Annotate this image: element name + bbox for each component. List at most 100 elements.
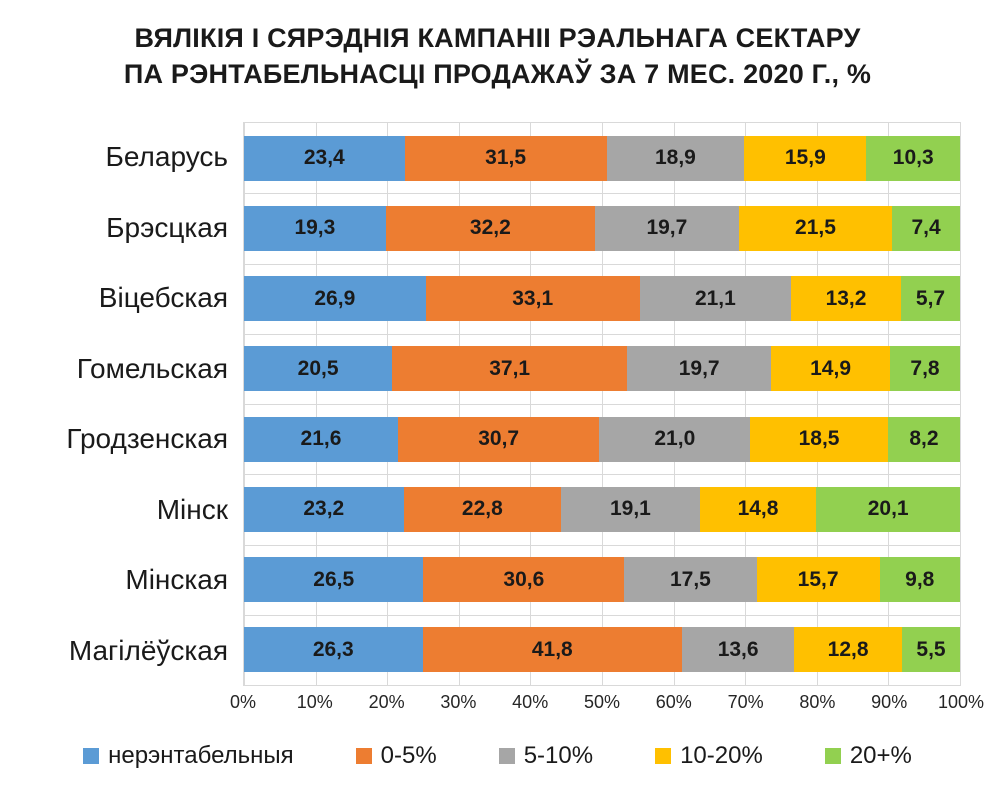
- bar-segment-20+%: 10,3: [866, 135, 960, 181]
- bar-value-label: 18,5: [798, 427, 840, 451]
- bar-segment-нерэнтабельныя: 19,3: [244, 205, 386, 251]
- stacked-bar: 23,2 22,8 19,1 14,8 20,1: [244, 486, 961, 532]
- category-label: Беларусь: [105, 141, 228, 173]
- bar-segment-10-20%: 12,8: [794, 627, 903, 673]
- horizontal-gridline: [244, 614, 960, 616]
- bar-segment-0-5%: 30,6: [423, 557, 625, 603]
- bar-value-label: 17,5: [669, 567, 711, 591]
- legend-item: нерэнтабельныя: [83, 742, 294, 770]
- bar-value-label: 19,1: [609, 497, 651, 521]
- legend-item: 20+%: [824, 742, 912, 770]
- bar-value-label: 14,9: [810, 356, 851, 380]
- bar-value-label: 26,9: [314, 286, 356, 310]
- legend-swatch-icon: [83, 748, 100, 764]
- horizontal-gridline: [244, 193, 960, 195]
- legend-item: 10-20%: [655, 742, 763, 770]
- legend-swatch-icon: [655, 748, 672, 764]
- bar-value-label: 5,5: [916, 637, 946, 661]
- bar-segment-нерэнтабельныя: 26,3: [244, 627, 423, 673]
- bar-segment-20+%: 9,8: [879, 557, 960, 603]
- bar-value-label: 12,8: [827, 637, 869, 661]
- vertical-gridline: [960, 123, 961, 685]
- bar-value-label: 8,2: [909, 427, 939, 451]
- bar-segment-5-10%: 13,6: [682, 627, 795, 673]
- bar-segment-20+%: 7,8: [889, 346, 960, 392]
- legend-label: нерэнтабельныя: [108, 742, 294, 769]
- bar-value-label: 21,6: [300, 427, 342, 451]
- legend-label: 0-5%: [380, 742, 437, 769]
- bar-segment-20+%: 7,4: [892, 205, 960, 251]
- bar-value-label: 7,8: [910, 356, 940, 380]
- x-tick-label: 30%: [440, 692, 477, 712]
- bar-value-label: 20,5: [297, 356, 339, 380]
- bar-segment-5-10%: 21,1: [639, 276, 792, 322]
- bar-segment-5-10%: 19,7: [594, 205, 739, 251]
- bar-value-label: 15,7: [797, 567, 839, 591]
- bar-value-label: 21,0: [654, 427, 696, 451]
- legend: нерэнтабельныя 0-5% 5-10% 10-20% 20+%: [0, 742, 995, 770]
- horizontal-gridline: [244, 404, 960, 405]
- chart-row: 23,2 22,8 19,1 14,8 20,1: [244, 474, 961, 544]
- stacked-bar: 19,3 32,2 19,7 21,5 7,4: [244, 205, 960, 251]
- legend-label: 20+%: [849, 742, 912, 769]
- category-label: Гродзенская: [66, 423, 228, 455]
- bar-value-label: 19,7: [646, 216, 688, 240]
- bar-value-label: 23,2: [303, 497, 345, 521]
- x-tick-label: 80%: [799, 692, 836, 712]
- stacked-bar: 26,5 30,6 17,5 15,7 9,8: [244, 557, 960, 603]
- bar-value-label: 9,8: [905, 567, 935, 591]
- bar-value-label: 15,9: [784, 146, 826, 170]
- bar-value-label: 19,7: [678, 356, 720, 380]
- bar-value-label: 37,1: [489, 356, 531, 380]
- bar-segment-0-5%: 33,1: [425, 276, 640, 322]
- bar-segment-10-20%: 14,8: [699, 486, 817, 532]
- chart-title: ВЯЛІКІЯ І СЯРЭДНІЯ КАМПАНІІ РЭАЛЬНАГА СЕ…: [0, 20, 995, 92]
- x-tick-label: 60%: [655, 692, 692, 712]
- bar-segment-нерэнтабельныя: 23,2: [244, 486, 404, 532]
- bar-value-label: 26,3: [312, 637, 354, 661]
- legend-swatch-icon: [498, 748, 515, 764]
- stacked-bar: 20,5 37,1 19,7 14,9 7,8: [244, 346, 960, 392]
- chart-row: 26,9 33,1 21,1 13,2 5,7: [244, 264, 961, 334]
- chart-row: 23,4 31,5 18,9 15,9 10,3: [244, 123, 960, 193]
- bar-segment-нерэнтабельныя: 23,4: [244, 135, 405, 181]
- bar-value-label: 7,4: [911, 216, 941, 240]
- bar-segment-10-20%: 15,9: [744, 135, 867, 181]
- bar-value-label: 41,8: [531, 637, 573, 661]
- horizontal-gridline: [244, 474, 960, 476]
- category-label: Мінск: [156, 493, 228, 525]
- x-axis: 0% 10% 20% 30% 40% 50% 60% 70% 80% 90% 100%: [230, 692, 984, 716]
- bar-value-label: 10,3: [892, 146, 934, 170]
- stacked-bar: 26,9 33,1 21,1 13,2 5,7: [244, 276, 961, 322]
- bar-segment-10-20%: 15,7: [756, 557, 880, 603]
- bar-segment-0-5%: 37,1: [392, 346, 628, 392]
- bar-value-label: 19,3: [294, 216, 336, 240]
- bar-segment-нерэнтабельныя: 20,5: [244, 346, 393, 392]
- bar-segment-0-5%: 32,2: [385, 205, 595, 251]
- bar-segment-5-10%: 19,1: [561, 486, 700, 532]
- bar-value-label: 30,6: [503, 567, 545, 591]
- legend-item: 0-5%: [355, 742, 437, 770]
- bar-segment-0-5%: 22,8: [403, 486, 562, 532]
- chart-title-line1: ВЯЛІКІЯ І СЯРЭДНІЯ КАМПАНІІ РЭАЛЬНАГА СЕ…: [134, 23, 861, 53]
- category-label: Магілёўская: [68, 634, 228, 666]
- bar-segment-0-5%: 30,7: [397, 416, 600, 462]
- chart-row: 20,5 37,1 19,7 14,9 7,8: [244, 334, 960, 404]
- bar-value-label: 30,7: [478, 427, 520, 451]
- bars-container: 23,4 31,5 18,9 15,9 10,3 19,3 32,2 19,7 21,5 7,4 2…: [244, 123, 961, 685]
- bar-value-label: 13,2: [825, 286, 867, 310]
- x-tick-label: 40%: [512, 692, 549, 712]
- bar-value-label: 31,5: [485, 146, 527, 170]
- bar-segment-0-5%: 41,8: [422, 627, 683, 673]
- stacked-bar: 23,4 31,5 18,9 15,9 10,3: [244, 135, 960, 181]
- bar-segment-нерэнтабельныя: 26,9: [244, 276, 426, 322]
- x-tick-label: 50%: [583, 692, 621, 712]
- bar-value-label: 23,4: [303, 146, 345, 170]
- legend-label: 10-20%: [680, 742, 763, 769]
- bar-segment-20+%: 5,5: [902, 627, 960, 673]
- bar-segment-20+%: 20,1: [816, 486, 961, 532]
- bar-value-label: 22,8: [461, 497, 503, 521]
- legend-label: 5-10%: [523, 742, 594, 769]
- horizontal-gridline: [244, 263, 960, 265]
